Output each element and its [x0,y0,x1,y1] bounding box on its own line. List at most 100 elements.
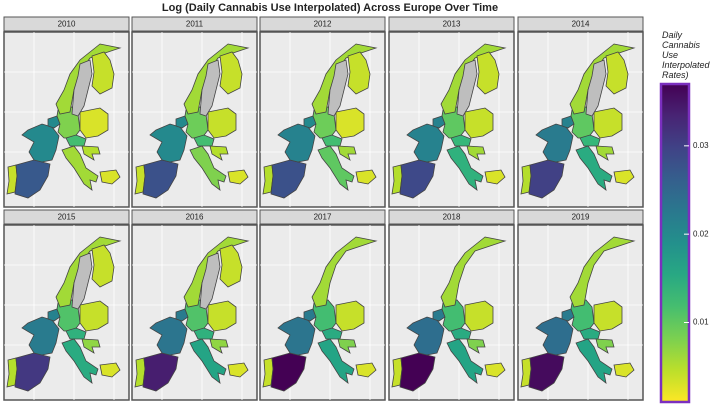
region [476,51,500,95]
map [262,236,378,392]
region [193,134,215,147]
region [440,236,507,308]
region [65,134,87,147]
region [337,338,357,354]
region [335,107,365,139]
region [321,327,343,340]
facet-strip [388,16,515,32]
facet-strip [3,209,130,225]
facet-label: 2019 [572,213,590,222]
region [484,169,506,185]
region [55,43,122,115]
map [391,236,507,392]
facet: 2014 [517,16,644,208]
chart-title: Log (Daily Cannabis Use Interpolated) Ac… [162,2,498,14]
region [189,338,227,384]
facet-strip [259,209,386,225]
region [81,145,101,161]
region [585,59,607,117]
region [55,236,122,308]
region [466,338,486,354]
facet: 2013 [388,16,515,208]
region [311,43,378,115]
region [209,338,229,354]
region [593,107,623,139]
region [81,338,101,354]
colorbar [659,82,691,404]
region [569,43,636,115]
facet: 2011 [131,16,258,208]
map [391,43,507,199]
map [520,236,636,392]
region [303,115,317,129]
region [47,115,61,129]
region [47,308,61,322]
facet: 2010 [3,16,130,208]
map [6,43,122,199]
facet-label: 2016 [186,213,204,222]
facet: 2015 [3,209,130,401]
region [450,134,472,147]
region [175,115,189,129]
region [446,338,484,384]
region [209,145,229,161]
map [262,43,378,199]
region [219,244,243,288]
region [189,145,227,191]
region [61,145,99,191]
region [355,169,377,185]
region [71,252,93,310]
map [6,236,122,392]
region [466,145,486,161]
region [199,59,221,117]
region [219,51,243,95]
region [450,327,472,340]
region [71,59,93,117]
region [317,145,355,191]
colorbar-tick-label: 0.02 [693,229,709,238]
region [317,338,355,384]
region [335,300,365,332]
region [321,134,343,147]
region [337,145,357,161]
region [440,43,507,115]
facet-strip [131,16,258,32]
region [91,51,115,95]
region [579,134,601,147]
region [65,327,87,340]
region [175,308,189,322]
facet-label: 2010 [58,20,76,29]
region [347,51,371,95]
facet: 2019 [517,209,644,401]
region [484,362,506,378]
region [575,145,613,191]
region [99,362,121,378]
region [207,107,237,139]
region [613,169,635,185]
region [355,362,377,378]
facet-strip [259,16,386,32]
region [456,59,478,117]
facet: 2016 [131,209,258,401]
region [99,169,121,185]
region [561,308,575,322]
map [134,236,250,392]
region [79,107,109,139]
region [183,43,250,115]
region [311,236,378,308]
colorbar-tick-label: 0.03 [693,141,709,150]
facet-label: 2013 [443,20,461,29]
region [207,300,237,332]
facet-label: 2011 [186,20,204,29]
facet-label: 2018 [443,213,461,222]
facet-strip [517,16,644,32]
region [432,115,446,129]
region [595,145,615,161]
facet: 2017 [259,209,386,401]
region [432,308,446,322]
facet: 2012 [259,16,386,208]
region [183,236,250,308]
region [464,107,494,139]
facet-strip [517,209,644,225]
